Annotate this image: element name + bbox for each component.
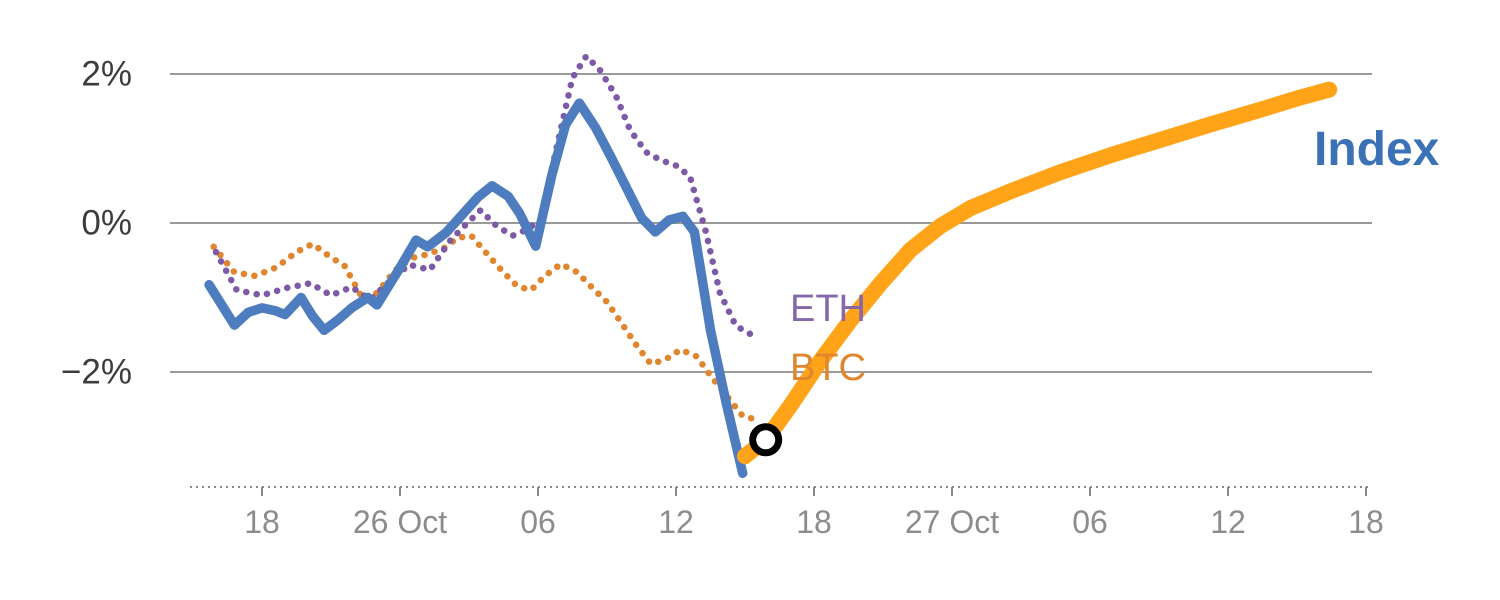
series-label-index: Index [1314, 123, 1440, 176]
x-tick-label: 12 [1210, 504, 1246, 540]
x-tick-label: 06 [520, 504, 556, 540]
y-tick-label: 0% [81, 204, 132, 243]
x-tick-label: 27 Oct [905, 504, 999, 540]
series-label-btc: BTC [790, 347, 866, 389]
x-tick-label: 18 [244, 504, 280, 540]
current-point-marker [749, 423, 783, 457]
x-tick-label: 26 Oct [353, 504, 447, 540]
x-tick-label: 06 [1072, 504, 1108, 540]
x-tick-label: 12 [658, 504, 694, 540]
series-line-btc [210, 232, 760, 423]
x-tick-label: 18 [1348, 504, 1384, 540]
x-tick-label: 18 [796, 504, 832, 540]
series-line-eth [212, 52, 758, 340]
y-tick-label: −2% [61, 353, 132, 392]
series-line-index [204, 98, 748, 479]
series-label-eth: ETH [790, 288, 866, 330]
y-tick-label: 2% [81, 55, 132, 94]
series-line-index-forecast [737, 81, 1338, 465]
